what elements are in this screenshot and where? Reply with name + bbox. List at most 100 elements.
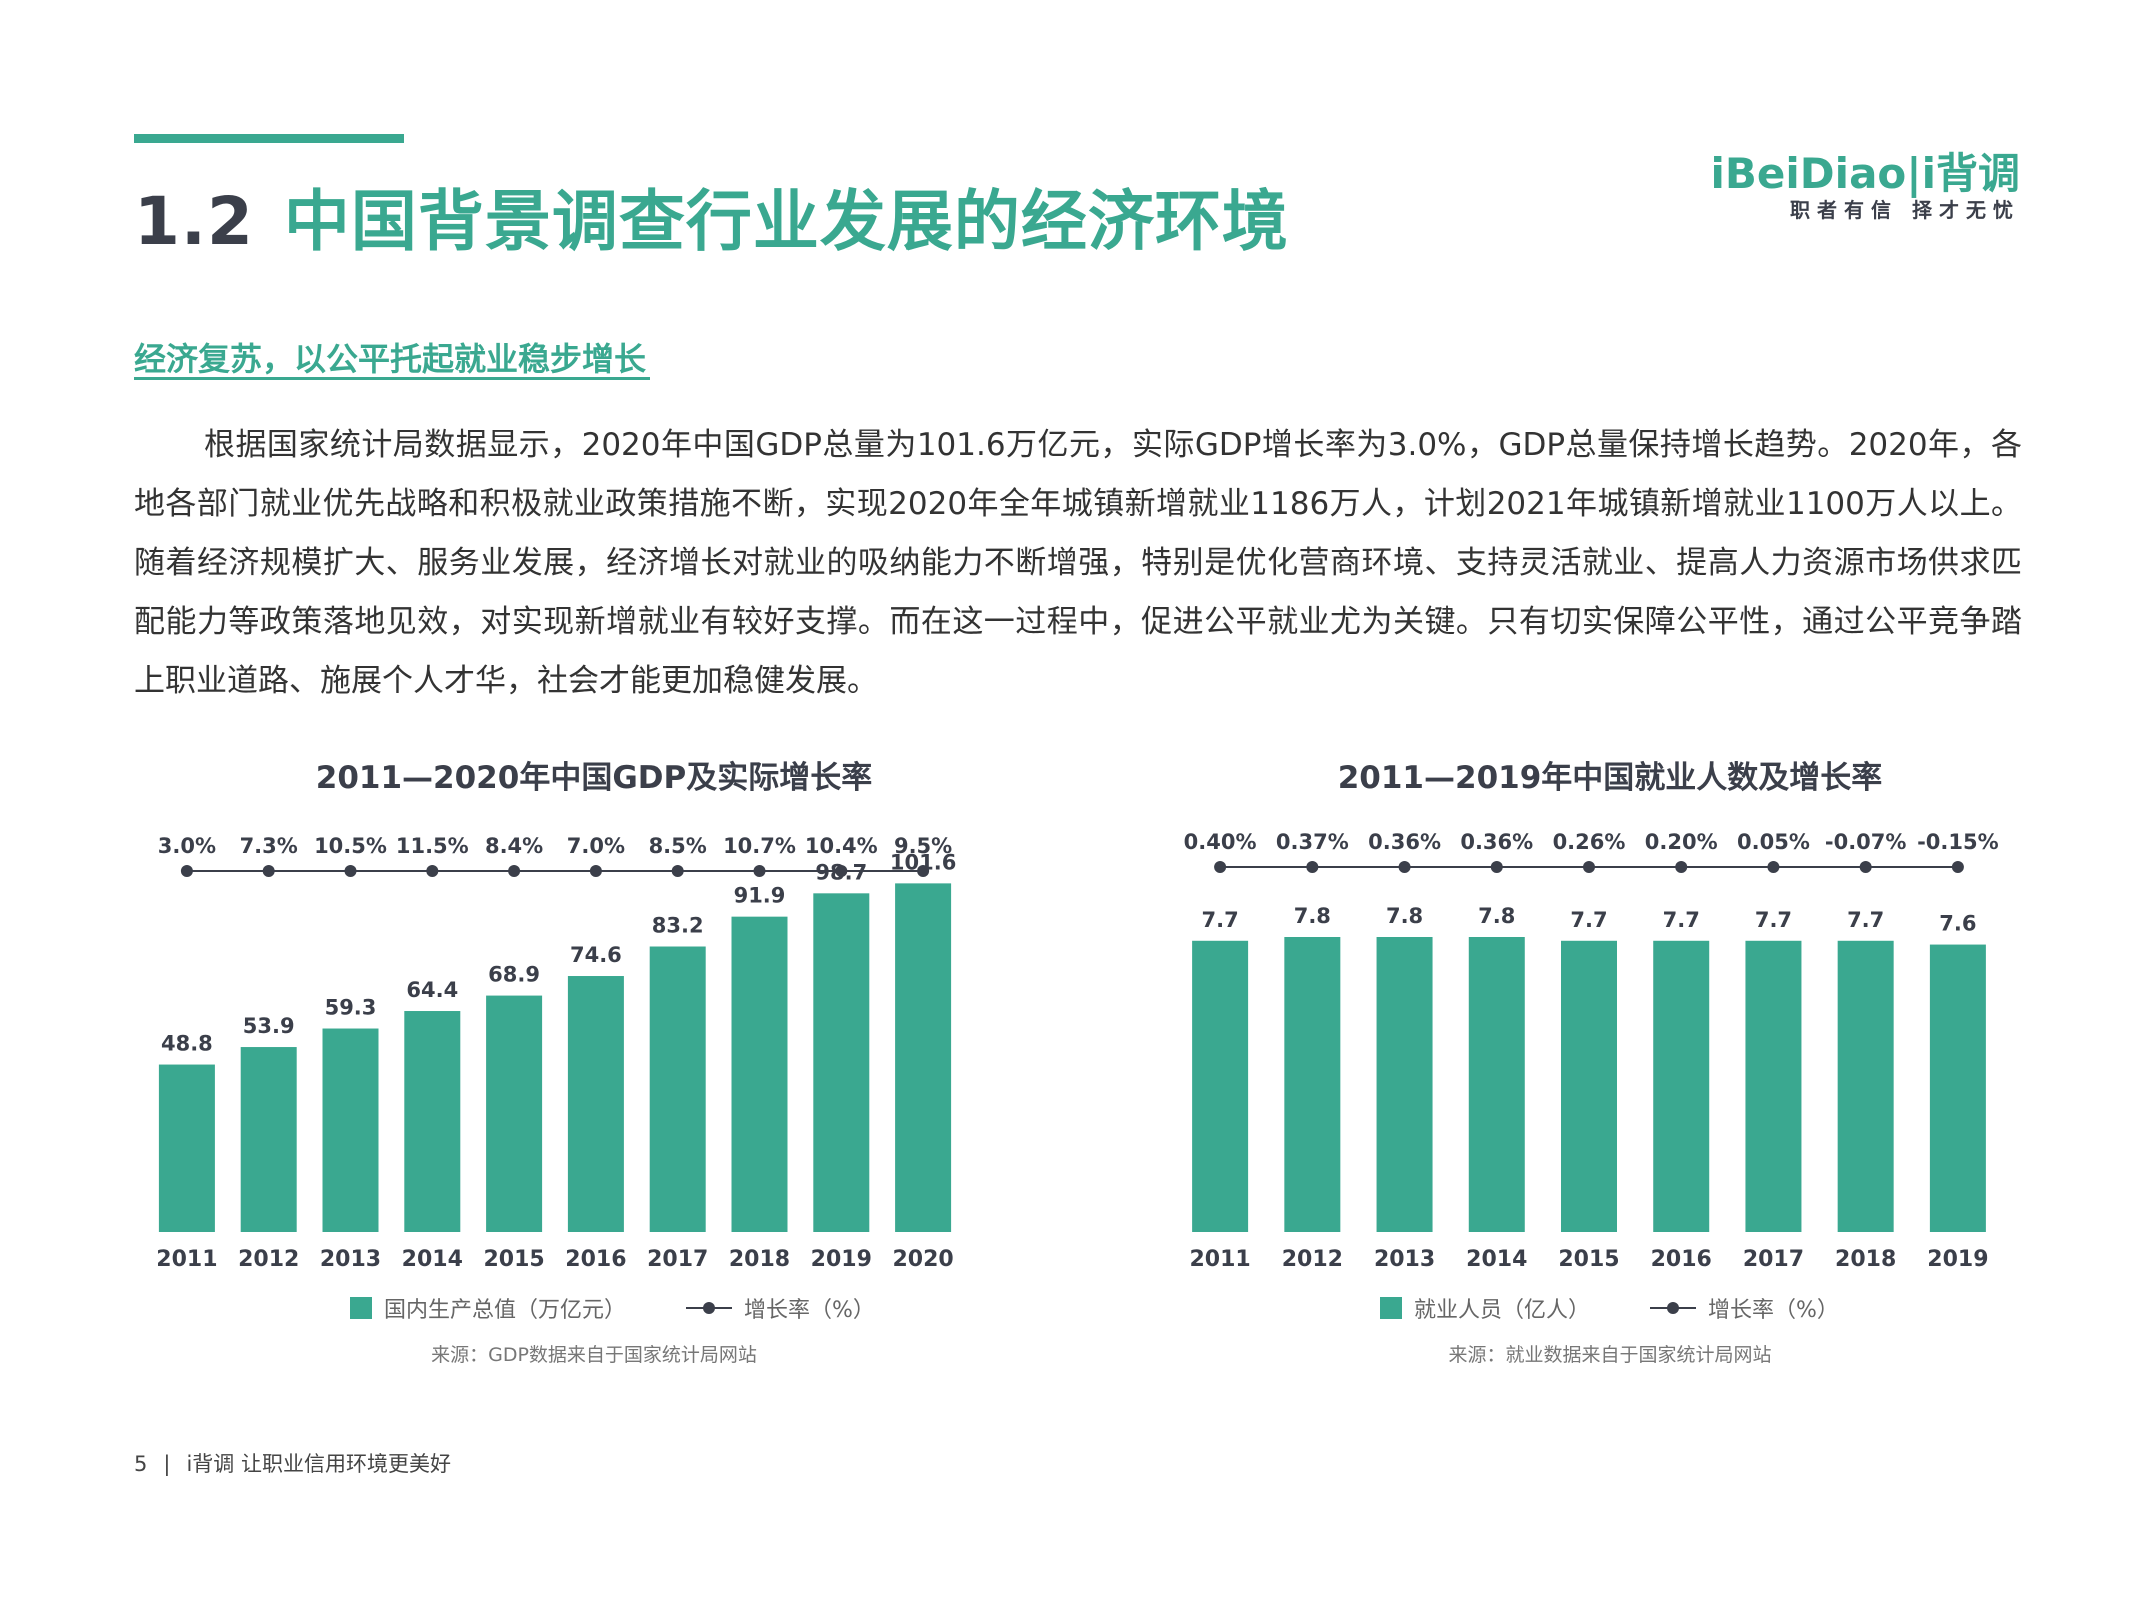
bar-value-label: 98.7 [815,860,867,884]
growth-rate-label: 0.05% [1737,830,1810,854]
page-title-text: 中国背景调查行业发展的经济环境 [283,183,1289,260]
bar [486,995,543,1232]
bar [895,883,952,1232]
line-legend-key-icon [686,1297,733,1319]
growth-rate-label: 0.36% [1368,830,1441,854]
bar-value-label: 7.8 [1386,904,1423,928]
growth-rate-label: 0.20% [1645,830,1718,854]
bar-value-label: 83.2 [652,914,704,938]
footer-tagline: i背调 让职业信用环境更美好 [186,1452,451,1476]
bar-value-label: 53.9 [243,1014,295,1038]
employment-chart: 0.40% 0.37% 0.36% 0.36% 0.26% 0.20% 0.05% -0.07… [1184,830,1999,1272]
growth-rate-label: -0.15% [1917,830,1999,854]
bar-value-label: 59.3 [325,996,377,1020]
x-tick-label: 2012 [1282,1247,1343,1272]
body-paragraph: 根据国家统计局数据显示，2020年中国GDP总量为101.6万亿元，实际GDP增… [134,427,2022,699]
growth-rate-label: 0.40% [1184,830,1257,854]
x-tick-label: 2012 [238,1247,299,1272]
growth-rate-point [1951,861,1964,873]
bar-value-label: 7.7 [1570,908,1607,932]
bar-value-label: 74.6 [570,943,622,967]
x-tick-label: 2011 [1189,1247,1250,1272]
x-tick-label: 2013 [1374,1247,1435,1272]
bar [1929,944,1986,1232]
bar [813,893,870,1232]
growth-rate-point [1490,861,1503,873]
bar [567,976,624,1232]
growth-rate-point [262,865,275,877]
bar [1192,940,1249,1232]
x-tick-label: 2013 [320,1247,381,1272]
growth-rate-point [1583,861,1595,873]
bar [1561,940,1617,1232]
x-tick-label: 2014 [402,1247,463,1272]
x-tick-label: 2015 [483,1247,544,1272]
line-legend-label: 增长率（%） [744,1298,875,1323]
bar [1837,940,1894,1232]
growth-rate-label: 7.0% [567,834,625,858]
growth-rate-label: 10.7% [723,834,796,858]
growth-rate-label: 11.5% [396,834,469,858]
bar [1653,940,1710,1232]
brand-logo: iBeiDiao|i背调 职者有信 择才无忧 [1700,140,2020,230]
growth-rate-point [1398,861,1411,873]
x-tick-label: 2011 [156,1247,217,1272]
bar-value-label: 48.8 [161,1032,213,1056]
gdp-chart-title: 2011—2020年中国GDP及实际增长率 [315,760,873,796]
bar-value-label: 7.8 [1478,904,1515,928]
logo-slogan: 职者有信 择才无忧 [1790,198,2020,222]
bar-legend-label: 国内生产总值（万亿元） [384,1298,627,1323]
x-tick-label: 2016 [565,1247,626,1272]
section-heading: 经济复苏，以公平托起就业稳步增长 [134,340,647,378]
employment-chart-title: 2011—2019年中国就业人数及增长率 [1337,760,1883,796]
section-number: 1.2 [134,183,254,260]
growth-rate-label: 0.36% [1460,830,1533,854]
page-footer: 5 | i背调 让职业信用环境更美好 [134,1448,451,1478]
page-number: 5 [134,1452,148,1476]
bar-value-label: 68.9 [488,963,540,987]
x-tick-label: 2018 [729,1247,790,1272]
bar-value-label: 101.6 [890,850,956,874]
gdp-chart-source: 来源：GDP数据来自于国家统计局网站 [431,1344,757,1366]
bar-value-label: 7.6 [1939,912,1976,936]
growth-rate-label: 0.26% [1553,830,1626,854]
bar [649,946,706,1232]
gdp-chart-legend: 国内生产总值（万亿元） 增长率（%） [350,1292,875,1324]
bar-value-label: 7.7 [1663,908,1700,932]
gdp-chart: 3.0% 7.3% 10.5% 11.5% 8.4% 7.0% 8.5% 10.7% 10.4%… [156,834,956,1272]
bar-value-label: 64.4 [406,978,458,1002]
growth-rate-point [917,865,930,877]
bar-value-label: 91.9 [734,884,786,908]
x-tick-label: 2019 [1927,1247,1988,1272]
bar [158,1064,215,1232]
bar-legend-label: 就业人员（亿人） [1414,1298,1591,1323]
bar-value-label: 7.7 [1847,908,1884,932]
growth-rate-point [508,865,521,877]
bar [1745,940,1802,1232]
bar [404,1011,461,1232]
growth-rate-point [1767,861,1780,873]
growth-rate-point [589,865,602,877]
growth-rate-label: -0.07% [1825,830,1907,854]
growth-rate-point [344,865,357,877]
growth-rate-point [1675,861,1688,873]
growth-rate-point [671,865,684,877]
page-title: 1.2 中国背景调查行业发展的经济环境 [134,168,1289,264]
logo-wordmark: iBeiDiao|i背调 [1710,149,2020,198]
x-tick-label: 2017 [1743,1247,1804,1272]
bar [322,1028,379,1232]
x-tick-label: 2015 [1558,1247,1619,1272]
bar [240,1047,297,1232]
growth-rate-label: 0.37% [1276,830,1349,854]
bar-value-label: 7.7 [1202,908,1239,932]
growth-rate-label: 10.4% [805,834,878,858]
x-tick-label: 2019 [811,1247,872,1272]
growth-rate-label: 8.4% [485,834,543,858]
bar [1468,937,1525,1232]
growth-rate-point [753,865,766,877]
x-tick-label: 2016 [1651,1247,1712,1272]
bar-value-label: 7.8 [1294,904,1331,928]
growth-rate-label: 10.5% [314,834,387,858]
bar [731,916,788,1232]
line-legend-label: 增长率（%） [1708,1298,1839,1323]
